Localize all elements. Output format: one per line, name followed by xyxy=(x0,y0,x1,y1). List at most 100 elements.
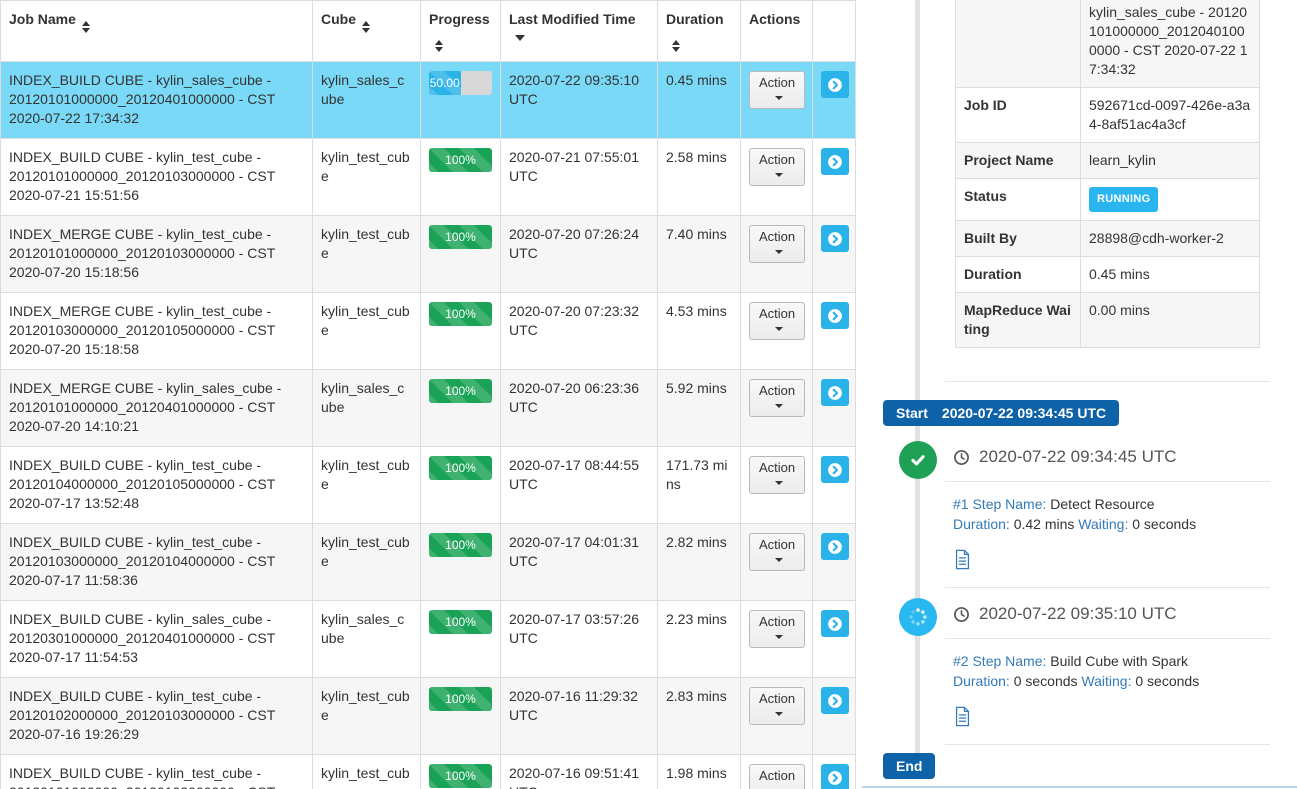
cube-cell: kylin_test_cube xyxy=(312,138,421,216)
chevron-circle-right-icon xyxy=(828,154,842,169)
detail-cell xyxy=(812,446,856,524)
action-dropdown-button[interactable]: Action xyxy=(749,610,806,648)
job-detail-arrow-button[interactable] xyxy=(821,764,849,789)
action-button-label: Action xyxy=(759,306,796,321)
progress-cell: 100% xyxy=(420,292,501,370)
status-badge: RUNNING xyxy=(1089,187,1159,212)
job-detail-arrow-button[interactable] xyxy=(821,533,849,560)
duration-cell: 2.82 mins xyxy=(657,523,741,601)
actions-cell: Action xyxy=(740,677,813,755)
info-label xyxy=(955,0,1081,88)
progress-value: 100% xyxy=(445,615,476,629)
info-row: Status RUNNING xyxy=(955,178,1260,221)
column-header-progress[interactable]: Progress xyxy=(420,0,501,62)
job-detail-arrow-button[interactable] xyxy=(821,379,849,406)
chevron-circle-right-icon xyxy=(828,77,842,92)
action-button-label: Action xyxy=(759,614,796,629)
job-detail-arrow-button[interactable] xyxy=(821,687,849,714)
action-dropdown-button[interactable]: Action xyxy=(749,533,806,571)
caret-down-icon xyxy=(775,173,784,177)
progress-bar-fill: 100% xyxy=(429,302,492,326)
job-row[interactable]: INDEX_BUILD CUBE - kylin_test_cube - 201… xyxy=(0,138,856,216)
divider xyxy=(945,744,1270,745)
job-row[interactable]: INDEX_BUILD CUBE - kylin_sales_cube - 20… xyxy=(0,61,856,139)
actions-cell: Action xyxy=(740,61,813,139)
info-row: Duration 0.45 mins xyxy=(955,256,1260,293)
action-dropdown-button[interactable]: Action xyxy=(749,456,806,494)
progress-bar: 100% xyxy=(429,533,492,557)
action-dropdown-button[interactable]: Action xyxy=(749,225,806,263)
action-dropdown-button[interactable]: Action xyxy=(749,379,806,417)
duration-cell: 7.40 mins xyxy=(657,215,741,293)
job-detail-arrow-button[interactable] xyxy=(821,610,849,637)
progress-cell: 100% xyxy=(420,369,501,447)
column-header-job-name[interactable]: Job Name xyxy=(0,0,313,62)
action-dropdown-button[interactable]: Action xyxy=(749,687,806,725)
action-dropdown-button[interactable]: Action xyxy=(749,302,806,340)
panel-bottom-divider xyxy=(862,786,1297,788)
progress-cell: 100% xyxy=(420,446,501,524)
job-detail-arrow-button[interactable] xyxy=(821,148,849,175)
actions-cell: Action xyxy=(740,600,813,678)
step-log-button[interactable] xyxy=(945,706,972,730)
progress-bar: 100% xyxy=(429,302,492,326)
sort-desc-icon xyxy=(515,35,525,41)
job-detail-arrow-button[interactable] xyxy=(821,225,849,252)
last-modified-cell: 2020-07-17 04:01:31 UTC xyxy=(500,523,658,601)
actions-cell: Action xyxy=(740,369,813,447)
job-name-cell: INDEX_BUILD CUBE - kylin_test_cube - 201… xyxy=(0,138,313,216)
column-label: Cube xyxy=(321,11,356,27)
step-running-spinner-icon xyxy=(899,598,937,636)
progress-bar-fill: 100% xyxy=(429,764,492,788)
caret-down-icon xyxy=(775,327,784,331)
job-detail-arrow-button[interactable] xyxy=(821,71,849,98)
job-detail-arrow-button[interactable] xyxy=(821,456,849,483)
step-number-label[interactable]: #2 Step Name: xyxy=(953,653,1047,669)
detail-cell xyxy=(812,61,856,139)
progress-bar-fill: 100% xyxy=(429,379,492,403)
column-header-last-modified[interactable]: Last Modified Time xyxy=(500,0,658,62)
duration-cell: 4.53 mins xyxy=(657,292,741,370)
info-value: 28898@cdh-worker-2 xyxy=(1080,220,1260,257)
sort-icon xyxy=(672,40,680,52)
column-header-cube[interactable]: Cube xyxy=(312,0,421,62)
job-row[interactable]: INDEX_BUILD CUBE - kylin_sales_cube - 20… xyxy=(0,600,856,678)
job-row[interactable]: INDEX_MERGE CUBE - kylin_test_cube - 201… xyxy=(0,292,856,370)
last-modified-cell: 2020-07-20 07:26:24 UTC xyxy=(500,215,658,293)
column-label: Duration xyxy=(666,11,724,27)
step-log-button[interactable] xyxy=(945,549,972,573)
column-label: Last Modified Time xyxy=(509,11,636,27)
action-dropdown-button[interactable]: Action xyxy=(749,148,806,186)
action-dropdown-button[interactable]: Action xyxy=(749,71,806,109)
job-row[interactable]: INDEX_BUILD CUBE - kylin_test_cube - 201… xyxy=(0,446,856,524)
progress-cell: 100% xyxy=(420,677,501,755)
progress-value: 100% xyxy=(445,769,476,783)
progress-cell: 50.00 xyxy=(420,61,501,139)
detail-cell xyxy=(812,292,856,370)
detail-cell xyxy=(812,138,856,216)
action-button-label: Action xyxy=(759,152,796,167)
job-row[interactable]: INDEX_BUILD CUBE - kylin_test_cube - 201… xyxy=(0,677,856,755)
step-number-label[interactable]: #1 Step Name: xyxy=(953,496,1047,512)
column-label: Job Name xyxy=(9,11,76,27)
action-button-label: Action xyxy=(759,691,796,706)
action-dropdown-button[interactable]: Action xyxy=(749,764,806,789)
column-label: Actions xyxy=(749,11,801,27)
info-row: Project Name learn_kylin xyxy=(955,142,1260,179)
last-modified-cell: 2020-07-20 06:23:36 UTC xyxy=(500,369,658,447)
sort-icon xyxy=(362,21,370,33)
duration-cell: 2.83 mins xyxy=(657,677,741,755)
job-row[interactable]: INDEX_MERGE CUBE - kylin_sales_cube - 20… xyxy=(0,369,856,447)
job-detail-arrow-button[interactable] xyxy=(821,302,849,329)
actions-cell: Action xyxy=(740,138,813,216)
progress-bar: 100% xyxy=(429,148,492,172)
job-row[interactable]: INDEX_MERGE CUBE - kylin_test_cube - 201… xyxy=(0,215,856,293)
column-header-duration[interactable]: Duration xyxy=(657,0,741,62)
duration-cell: 0.45 mins xyxy=(657,61,741,139)
progress-bar-fill: 100% xyxy=(429,610,492,634)
progress-cell: 100% xyxy=(420,600,501,678)
job-row[interactable]: INDEX_BUILD CUBE - kylin_test_cube - 201… xyxy=(0,754,856,789)
file-text-icon xyxy=(955,706,970,727)
detail-cell xyxy=(812,215,856,293)
job-row[interactable]: INDEX_BUILD CUBE - kylin_test_cube - 201… xyxy=(0,523,856,601)
